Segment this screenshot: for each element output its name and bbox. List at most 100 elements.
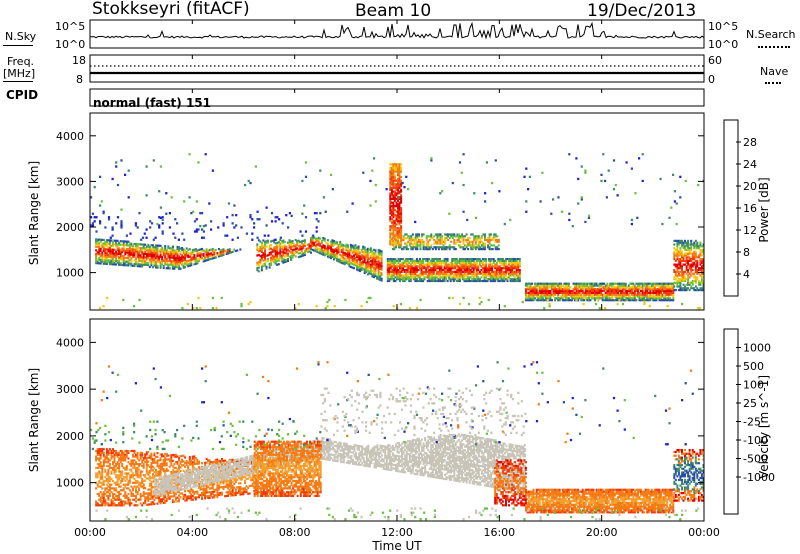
power-cell [306, 247, 309, 250]
velocity-cell [125, 483, 128, 486]
power-cell [110, 244, 113, 248]
power-cell [311, 245, 314, 248]
power-cell [468, 272, 471, 275]
power-cell [600, 284, 603, 287]
power-cell [386, 279, 389, 283]
power-cell [443, 265, 446, 268]
power-cell [612, 286, 615, 289]
power-cell [362, 267, 365, 270]
velocity-cell [124, 496, 127, 499]
power-cell [487, 238, 490, 242]
power-cell [397, 241, 399, 244]
power-cell [684, 287, 686, 290]
power-cell [597, 291, 600, 294]
power-cell [107, 248, 110, 251]
power-cell [463, 276, 466, 279]
power-cell [136, 254, 139, 257]
power-cell [324, 210, 327, 213]
power-cell [688, 281, 691, 284]
power-cell [153, 247, 156, 251]
power-cell [463, 263, 466, 266]
power-cell [462, 248, 465, 251]
power-cell [578, 286, 581, 289]
power-cell [389, 185, 392, 188]
power-cell [505, 272, 507, 275]
power-cell [431, 263, 434, 266]
power-cell [466, 259, 469, 262]
power-cell [400, 170, 403, 173]
velocity-cell [119, 472, 122, 475]
power-cell [650, 297, 653, 300]
power-cell [655, 282, 658, 285]
power-cell [393, 241, 396, 244]
power-cell [434, 248, 437, 251]
power-cell [121, 240, 124, 243]
power-cell [526, 284, 529, 287]
power-cell [694, 278, 697, 281]
power-cell [419, 258, 421, 261]
velocity-cell [96, 504, 99, 507]
power-cell [408, 261, 411, 264]
power-cell [420, 267, 423, 270]
velocity-cell [99, 496, 102, 499]
velocity-cell [110, 449, 113, 453]
power-cell [331, 244, 334, 247]
velocity-cell [121, 455, 124, 458]
power-cell [674, 254, 677, 257]
power-cell [685, 259, 688, 262]
power-cell [257, 253, 260, 256]
power-cell [638, 284, 641, 287]
power-cell [529, 284, 532, 287]
power-cell [475, 267, 478, 270]
power-cell [529, 299, 532, 302]
power-cell [279, 246, 282, 249]
power-cell [202, 254, 205, 257]
velocity-cell [125, 472, 128, 475]
power-cell [495, 269, 498, 272]
power-cell [480, 244, 483, 247]
power-cell [373, 270, 375, 273]
power-cell [176, 249, 179, 252]
power-cell [460, 259, 463, 262]
power-cell [130, 251, 133, 254]
power-cell [700, 245, 703, 248]
power-cell [687, 287, 690, 290]
power-cell [124, 240, 127, 243]
power-cell [523, 175, 526, 178]
velocity-cell [102, 483, 105, 486]
power-cell [660, 282, 662, 285]
power-cell [475, 279, 478, 283]
power-cell [681, 254, 683, 257]
y-tick-label: 4000 [56, 130, 84, 143]
power-cell [396, 259, 398, 262]
power-cell [343, 253, 346, 257]
power-cell [458, 265, 461, 268]
power-cell [697, 245, 700, 248]
power-cell [508, 267, 510, 270]
power-cell [687, 281, 690, 284]
power-cell [159, 252, 162, 255]
power-cell [121, 249, 124, 252]
power-cell [204, 224, 207, 227]
power-cell [325, 247, 328, 250]
velocity-cell [115, 489, 118, 492]
power-cell [353, 261, 355, 264]
power-cell [627, 289, 630, 293]
power-cell [503, 279, 506, 283]
power-cell [430, 237, 433, 240]
velocity-cell [113, 457, 116, 460]
power-cell [497, 276, 500, 279]
power-cell [637, 291, 639, 294]
power-cell [119, 251, 122, 254]
power-cell [688, 247, 691, 250]
power-cell [145, 228, 148, 231]
velocity-cell [107, 479, 110, 483]
power-cell [188, 262, 191, 265]
power-cell [409, 269, 412, 272]
power-cell [685, 248, 688, 252]
power-cell [392, 258, 395, 261]
power-cell [474, 272, 477, 275]
power-cell [303, 241, 306, 244]
power-cell [280, 256, 283, 259]
power-cell [540, 295, 543, 298]
